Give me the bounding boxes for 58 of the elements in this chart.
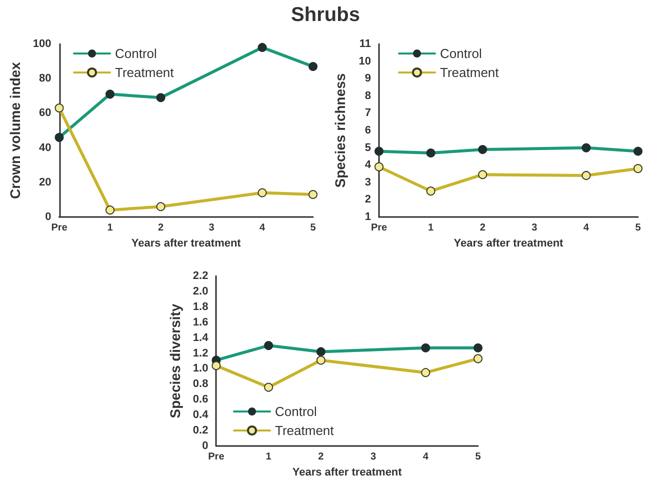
y-tick-label: 0.6: [192, 394, 208, 406]
y-tick-label: 1.6: [192, 316, 208, 328]
x-tick-label: 1: [266, 452, 272, 462]
x-tick-label: Pre: [208, 452, 225, 462]
x-axis-title: Years after treatment: [131, 237, 242, 250]
y-axis-title: Species richness: [332, 73, 348, 188]
y-tick-label: 5: [364, 142, 371, 154]
legend-label: Treatment: [115, 65, 174, 80]
x-tick-label: 4: [583, 222, 590, 234]
x-tick-label: Pre: [51, 222, 68, 234]
y-tick-label: 1.0: [192, 362, 208, 375]
x-tick-label: 1: [428, 222, 434, 234]
x-tick-label: 2: [480, 222, 486, 234]
y-tick-label: 6: [364, 124, 371, 136]
y-tick-label: 9: [364, 72, 371, 85]
y-tick-label: 1.4: [192, 332, 210, 344]
y-tick-label: 0: [45, 211, 52, 223]
x-tick-label: 2: [318, 452, 324, 462]
x-tick-label: 4: [259, 222, 266, 234]
x-tick-label: 5: [475, 452, 482, 462]
y-tick-label: 20: [39, 176, 52, 188]
chart-title: Shrubs: [290, 4, 361, 27]
y-tick-label: 1.2: [192, 347, 208, 360]
y-tick-label: 0.8: [192, 378, 208, 390]
y-tick-label: 1.8: [192, 300, 208, 313]
y-tick-label: 3: [364, 176, 371, 188]
x-axis-title: Years after treatment: [454, 237, 564, 250]
y-tick-label: 80: [39, 72, 52, 85]
y-tick-label: 8: [364, 90, 371, 102]
x-tick-label: Pre: [370, 222, 388, 234]
y-tick-label: 11: [359, 38, 371, 50]
y-tick-label: 0.2: [192, 424, 208, 437]
y-tick-label: 10: [358, 55, 371, 68]
x-tick-label: 5: [310, 222, 316, 234]
y-tick-label: 2.2: [192, 270, 208, 282]
x-tick-label: 1: [107, 222, 114, 234]
x-tick-label: 4: [422, 452, 429, 462]
legend-label: Treatment: [440, 65, 500, 80]
y-axis-title: Species diversity: [167, 304, 183, 418]
x-axis-title: Years after treatment: [292, 466, 402, 478]
y-tick-label: 60: [39, 107, 52, 120]
legend-label: Control: [440, 46, 482, 61]
y-tick-label: 7: [364, 107, 371, 120]
y-tick-label: 1: [364, 211, 371, 223]
y-tick-label: 100: [32, 38, 52, 50]
y-tick-label: 40: [39, 142, 52, 154]
x-tick-label: 5: [635, 222, 642, 234]
y-tick-label: 2: [364, 194, 371, 206]
y-tick-label: 0: [202, 440, 208, 452]
y-axis-title: Crown volume index: [7, 62, 23, 199]
x-tick-label: 2: [158, 222, 164, 234]
y-tick-label: 2.0: [192, 285, 208, 298]
y-tick-label: 0.4: [192, 409, 210, 422]
legend-label: Control: [115, 46, 158, 61]
legend-label: Treatment: [275, 423, 334, 438]
legend-label: Control: [275, 404, 318, 419]
y-tick-label: 4: [364, 159, 372, 172]
x-tick-label: 3: [532, 222, 538, 234]
